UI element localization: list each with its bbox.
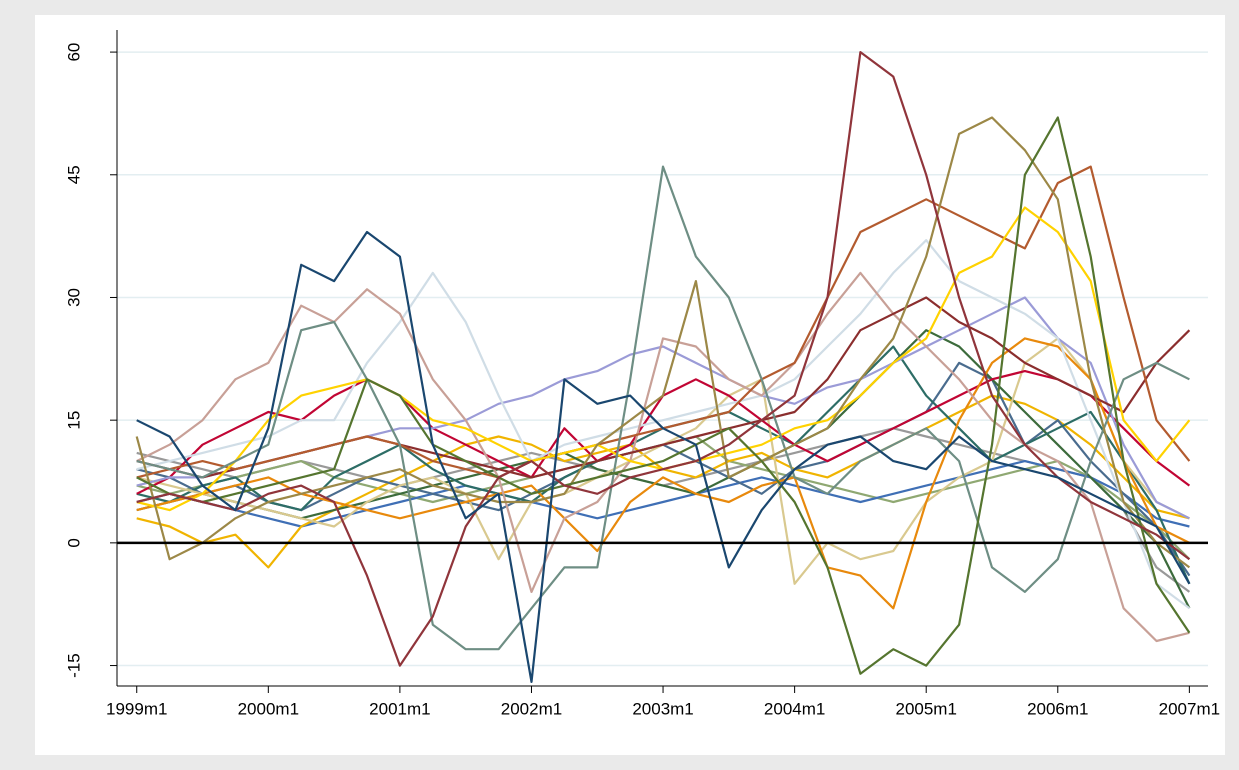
- series-line: [136, 165, 1190, 651]
- x-tick-label: 2004m1: [764, 699, 825, 718]
- y-tick-label: 45: [64, 165, 83, 184]
- x-tick-label: 2000m1: [238, 699, 299, 718]
- y-tick-label: 15: [64, 411, 83, 430]
- lines: [135, 51, 1191, 683]
- x-tick-label: 1999m1: [106, 699, 167, 718]
- series-line: [136, 239, 1191, 610]
- x-tick-label: 2005m1: [895, 699, 956, 718]
- series-line: [136, 271, 1190, 643]
- series-line: [136, 460, 1190, 528]
- series-line: [136, 329, 1191, 609]
- x-tick-label: 2003m1: [632, 699, 693, 718]
- series-line: [136, 51, 1191, 667]
- series-line: [136, 116, 1191, 675]
- series-line: [136, 230, 1191, 683]
- x-tick-label: 2001m1: [369, 699, 430, 718]
- series-line: [136, 337, 1190, 610]
- x-tick-label: 2002m1: [501, 699, 562, 718]
- y-tick-label: 60: [64, 43, 83, 62]
- axes: -15 0 15 30 45 60 1999m1 2000m1 2001m1 2002m1 2003…: [64, 30, 1220, 718]
- x-tick-label: 2007m1: [1159, 699, 1220, 718]
- y-tick-label: 0: [64, 538, 83, 547]
- y-tick-label: 30: [64, 288, 83, 307]
- y-tick-label: -15: [64, 653, 83, 678]
- x-tick-label: 2006m1: [1027, 699, 1088, 718]
